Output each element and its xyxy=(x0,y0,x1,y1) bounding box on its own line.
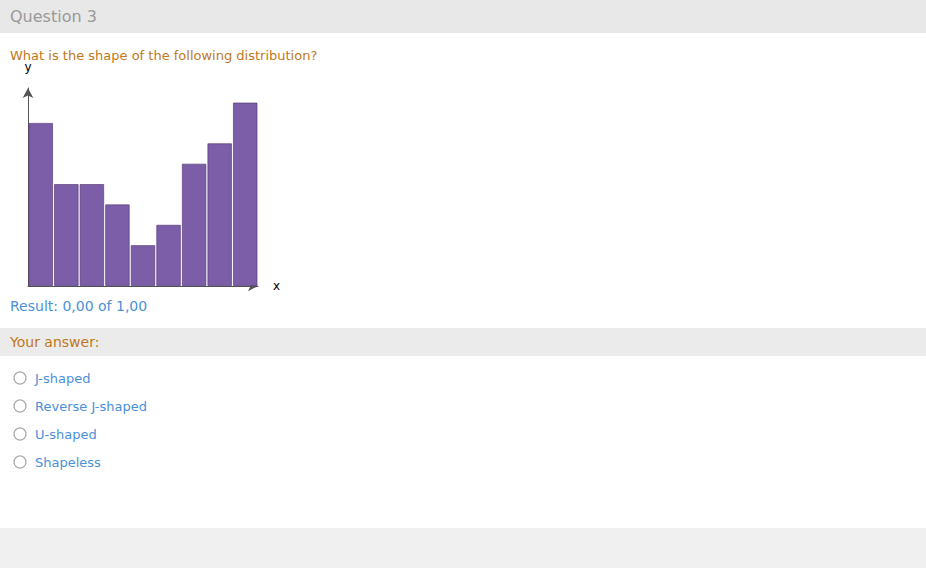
svg-text:J-shaped: J-shaped xyxy=(34,371,91,386)
svg-text:Question 3: Question 3 xyxy=(10,7,97,26)
svg-text:What is the shape of the follo: What is the shape of the following distr… xyxy=(10,48,317,63)
svg-text:x: x xyxy=(273,279,280,293)
svg-text:Reverse J-shaped: Reverse J-shaped xyxy=(35,399,147,414)
svg-text:U-shaped: U-shaped xyxy=(35,427,97,442)
svg-text:Shapeless: Shapeless xyxy=(35,455,101,470)
svg-text:Result: 0,00 of 1,00: Result: 0,00 of 1,00 xyxy=(10,298,147,314)
svg-text:Your answer:: Your answer: xyxy=(9,334,99,350)
svg-text:y: y xyxy=(24,60,32,74)
